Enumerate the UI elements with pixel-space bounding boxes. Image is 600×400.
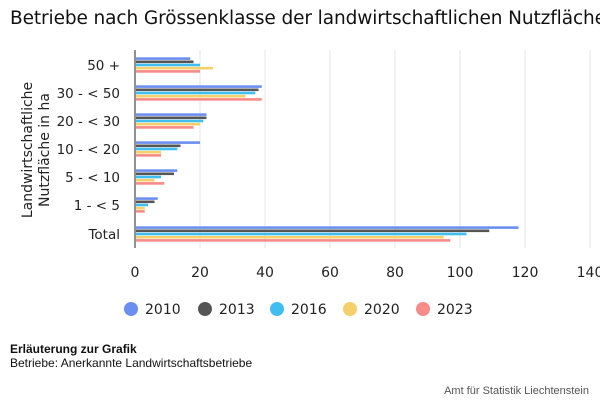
category-label: 50 +: [87, 58, 120, 74]
x-tick-label: 0: [131, 265, 140, 281]
category-label: 5 - < 10: [65, 170, 120, 186]
category-label: Total: [87, 227, 120, 243]
category-label: 1 - < 5: [74, 198, 120, 214]
bar-2020: [136, 122, 200, 126]
grid-lines: [199, 50, 591, 248]
legend-label: 2013: [219, 302, 255, 318]
legend-label: 2016: [291, 302, 327, 318]
axes: 0 20 40 60 80 100 120 140 50 + 30 - < 50 20 - < 30…: [57, 50, 600, 281]
bar-2013: [136, 229, 490, 233]
bar-2010: [136, 141, 200, 144]
bar-2013: [136, 144, 181, 148]
bar-2020: [136, 235, 444, 239]
bar-2020: [136, 66, 213, 70]
bar-2020: [136, 150, 161, 154]
chart-title: Betriebe nach Grössenklasse der landwirt…: [10, 8, 600, 29]
y-axis-title: LandwirtschaftlicheNutzfläche in ha: [20, 82, 53, 218]
legend-swatch: [343, 302, 357, 316]
bar-2023: [136, 239, 451, 242]
bar-2023: [136, 210, 145, 213]
bar-2013: [136, 60, 194, 64]
bar-2020: [136, 206, 145, 210]
legend-label: 2010: [145, 302, 181, 318]
legend-item-2020[interactable]: 2020: [343, 302, 400, 318]
legend-swatch: [416, 302, 430, 316]
legend-label: 2023: [437, 302, 473, 318]
category-label: 30 - < 50: [57, 86, 120, 102]
bar-2010: [136, 197, 158, 200]
y-axis-title-text: LandwirtschaftlicheNutzfläche in ha: [20, 82, 53, 218]
bar-2023: [136, 154, 161, 157]
source-credit: Amt für Statistik Liechtenstein: [444, 385, 589, 397]
x-tick-label: 140: [577, 265, 600, 281]
legend: 2010 2013 2016 2020 2023: [124, 302, 473, 318]
x-tick-label: 80: [386, 265, 404, 281]
legend-item-2013[interactable]: 2013: [198, 302, 255, 318]
bar-2016: [136, 175, 161, 179]
legend-label: 2020: [364, 302, 400, 318]
bar-2016: [136, 91, 256, 95]
bar-2013: [136, 172, 174, 176]
bar-2013: [136, 116, 207, 120]
bar-2016: [136, 119, 204, 123]
bar-2010: [136, 169, 178, 172]
bar-2010: [136, 113, 207, 116]
bar-2023: [136, 98, 262, 101]
bar-2010: [136, 85, 262, 88]
category-label: 10 - < 20: [57, 142, 120, 158]
x-tick-label: 20: [191, 265, 209, 281]
legend-item-2016[interactable]: 2016: [270, 302, 327, 318]
x-tick-label: 40: [256, 265, 274, 281]
bar-2016: [136, 63, 200, 67]
legend-swatch: [124, 302, 138, 316]
bar-2016: [136, 203, 148, 207]
bar-2016: [136, 147, 178, 151]
bar-2010: [136, 226, 519, 229]
bar-2010: [136, 57, 191, 60]
bar-2023: [136, 182, 165, 185]
bar-2013: [136, 88, 259, 92]
note-heading: Erläuterung zur Grafik: [10, 342, 137, 356]
category-label: 20 - < 30: [57, 114, 120, 130]
bar-2023: [136, 126, 194, 129]
legend-swatch: [198, 302, 212, 316]
legend-item-2023[interactable]: 2023: [416, 302, 473, 318]
bar-2020: [136, 94, 246, 98]
x-tick-label: 60: [321, 265, 339, 281]
bar-2016: [136, 232, 467, 236]
note-text: Betriebe: Anerkannte Landwirtschaftsbetr…: [10, 356, 253, 370]
bar-2023: [136, 70, 200, 73]
x-tick-label: 100: [447, 265, 474, 281]
bars: [136, 57, 519, 242]
bar-chart: 0 20 40 60 80 100 120 140 50 + 30 - < 50 20 - < 30…: [20, 50, 600, 318]
bar-2020: [136, 178, 155, 182]
x-tick-label: 120: [512, 265, 539, 281]
bar-2013: [136, 200, 155, 204]
legend-item-2010[interactable]: 2010: [124, 302, 181, 318]
legend-swatch: [270, 302, 284, 316]
